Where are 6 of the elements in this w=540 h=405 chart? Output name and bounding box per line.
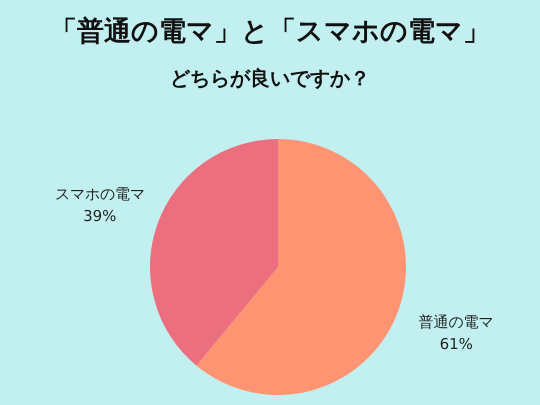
data-label: 61% [440,335,473,354]
data-label: 39% [83,206,116,225]
chart-subtitle: どちらが良いですか？ [170,66,370,90]
slice-label: スマホの電マ [54,184,145,203]
chart-title: 「普通の電マ」と「スマホの電マ」 [50,16,490,47]
slice-label: 普通の電マ [418,313,494,332]
